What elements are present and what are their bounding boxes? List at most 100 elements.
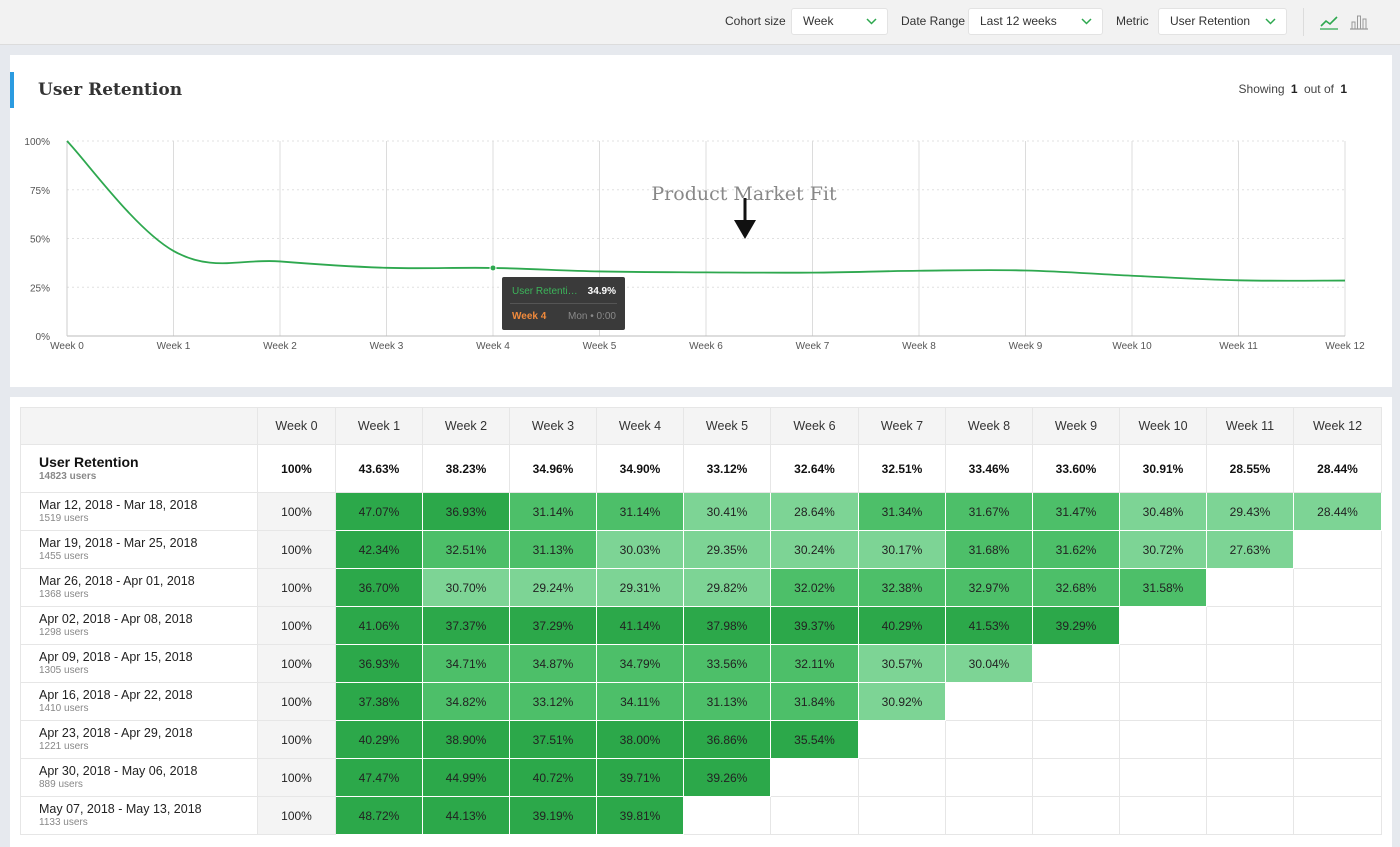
summary-value-cell: 33.12% [683, 444, 771, 493]
y-tick-label: 0% [36, 332, 51, 343]
column-header: Week 9 [1032, 407, 1120, 445]
hover-point[interactable] [489, 264, 497, 272]
column-header: Week 2 [422, 407, 510, 445]
table-row[interactable]: Apr 16, 2018 - Apr 22, 2018 1410 users 100… [20, 682, 1382, 721]
cohort-size-select[interactable]: Week [791, 8, 888, 35]
retention-cell: 30.03% [596, 530, 684, 569]
empty-cell [1119, 682, 1207, 721]
table-row[interactable]: Mar 26, 2018 - Apr 01, 2018 1368 users 100… [20, 568, 1382, 607]
retention-cell: 27.63% [1206, 530, 1294, 569]
tooltip-week: Week 4 [512, 311, 547, 322]
column-header: Week 8 [945, 407, 1033, 445]
header-corner [20, 407, 258, 445]
metric-select[interactable]: User Retention [1158, 8, 1287, 35]
toolbar: Cohort size Week Date Range Last 12 week… [0, 0, 1400, 45]
x-tick-label: Week 8 [902, 341, 936, 352]
bar-chart-view-button[interactable] [1346, 8, 1372, 36]
x-tick-label: Week 6 [689, 341, 723, 352]
retention-cell: 47.07% [335, 492, 423, 531]
table-row[interactable]: Apr 09, 2018 - Apr 15, 2018 1305 users 100… [20, 644, 1382, 683]
chart-title: User Retention [38, 80, 183, 100]
retention-cell: 30.04% [945, 644, 1033, 683]
summary-value-cell: 43.63% [335, 444, 423, 493]
column-header: Week 10 [1119, 407, 1207, 445]
summary-value-cell: 34.96% [509, 444, 597, 493]
retention-cell: 36.86% [683, 720, 771, 759]
retention-cell: 29.31% [596, 568, 684, 607]
table-row[interactable]: Apr 02, 2018 - Apr 08, 2018 1298 users 100… [20, 606, 1382, 645]
empty-cell [1206, 758, 1294, 797]
retention-cell: 33.56% [683, 644, 771, 683]
table-row[interactable]: Apr 30, 2018 - May 06, 2018 889 users 100%… [20, 758, 1382, 797]
summary-value-cell: 34.90% [596, 444, 684, 493]
x-tick-label: Week 2 [263, 341, 297, 352]
summary-value-cell: 30.91% [1119, 444, 1207, 493]
empty-cell [1293, 644, 1382, 683]
table-row[interactable]: Mar 12, 2018 - Mar 18, 2018 1519 users 100… [20, 492, 1382, 531]
summary-name: User Retention [39, 454, 139, 470]
chevron-down-icon [1081, 9, 1092, 34]
column-header: Week 0 [257, 407, 336, 445]
retention-cell: 32.97% [945, 568, 1033, 607]
cohort-size-label: Cohort size [725, 14, 786, 28]
empty-cell [1293, 568, 1382, 607]
empty-cell [1119, 644, 1207, 683]
column-header: Week 5 [683, 407, 771, 445]
x-tick-label: Week 4 [476, 341, 510, 352]
retention-cell: 31.67% [945, 492, 1033, 531]
line-chart-icon [1320, 16, 1338, 30]
line-chart-view-button[interactable] [1316, 8, 1342, 36]
table-row[interactable]: Apr 23, 2018 - Apr 29, 2018 1221 users 100… [20, 720, 1382, 759]
summary-row: User Retention 14823 users 100% 43.63% 38.… [20, 444, 1382, 493]
empty-cell [1032, 644, 1120, 683]
table-row[interactable]: Mar 19, 2018 - Mar 25, 2018 1455 users 100… [20, 530, 1382, 569]
retention-cell: 32.11% [770, 644, 859, 683]
retention-cell: 40.29% [335, 720, 423, 759]
retention-cell: 40.29% [858, 606, 946, 645]
retention-cell: 32.02% [770, 568, 859, 607]
empty-cell [1206, 796, 1294, 835]
retention-cell: 100% [257, 644, 336, 683]
empty-cell [1293, 796, 1382, 835]
retention-cell: 29.43% [1206, 492, 1294, 531]
metric-value: User Retention [1170, 14, 1251, 28]
table-row[interactable]: May 07, 2018 - May 13, 2018 1133 users 100… [20, 796, 1382, 835]
cohort-date-range: Apr 02, 2018 - Apr 08, 2018 [39, 612, 193, 626]
retention-cell: 100% [257, 606, 336, 645]
retention-cell: 31.14% [596, 492, 684, 531]
empty-cell [1032, 796, 1120, 835]
retention-cell: 28.64% [770, 492, 859, 531]
date-range-value: Last 12 weeks [980, 14, 1057, 28]
empty-cell [770, 758, 859, 797]
empty-cell [770, 796, 859, 835]
chart-tooltip: User Retention 34.9% Week 4 Mon • 0:00 [502, 277, 625, 330]
retention-cell: 42.34% [335, 530, 423, 569]
retention-cell: 29.82% [683, 568, 771, 607]
retention-cell: 31.47% [1032, 492, 1120, 531]
bar-chart-icon [1350, 15, 1368, 30]
retention-cell: 41.14% [596, 606, 684, 645]
retention-cell: 28.44% [1293, 492, 1382, 531]
retention-cell: 37.37% [422, 606, 510, 645]
retention-cell: 39.81% [596, 796, 684, 835]
tooltip-date: Mon • 0:00 [568, 311, 616, 322]
retention-cell: 100% [257, 720, 336, 759]
summary-value-cell: 28.44% [1293, 444, 1382, 493]
x-tick-label: Week 7 [796, 341, 830, 352]
empty-cell [1206, 568, 1294, 607]
summary-value-cell: 32.64% [770, 444, 859, 493]
retention-cell: 39.71% [596, 758, 684, 797]
column-header: Week 7 [858, 407, 946, 445]
summary-value-cell: 33.60% [1032, 444, 1120, 493]
cohort-users: 1298 users [39, 627, 89, 638]
empty-cell [1119, 796, 1207, 835]
cohort-date-range: Apr 23, 2018 - Apr 29, 2018 [39, 726, 193, 740]
chart-view-toggle [1303, 8, 1368, 36]
cohort-date-range: Apr 30, 2018 - May 06, 2018 [39, 764, 198, 778]
summary-value-cell: 32.51% [858, 444, 946, 493]
date-range-select[interactable]: Last 12 weeks [968, 8, 1103, 35]
retention-line-chart: 100% 75% 50% 25% 0%Week 0 Week 1 Week 2 Week 3 W… [24, 137, 1365, 352]
tooltip-value: 34.9% [587, 286, 616, 297]
empty-cell [1119, 606, 1207, 645]
cohort-users: 1368 users [39, 589, 89, 600]
